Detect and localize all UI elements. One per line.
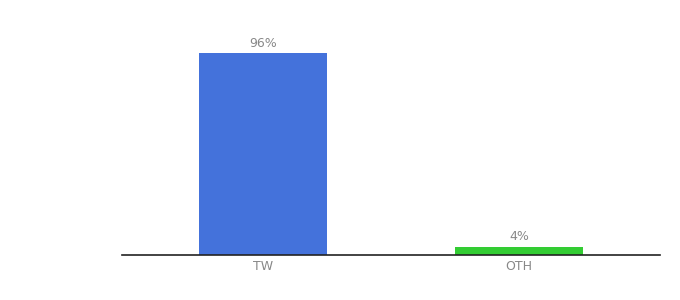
Bar [199,53,327,255]
Text: 4%: 4% [509,230,529,243]
Bar [455,247,583,255]
Text: 96%: 96% [250,37,277,50]
